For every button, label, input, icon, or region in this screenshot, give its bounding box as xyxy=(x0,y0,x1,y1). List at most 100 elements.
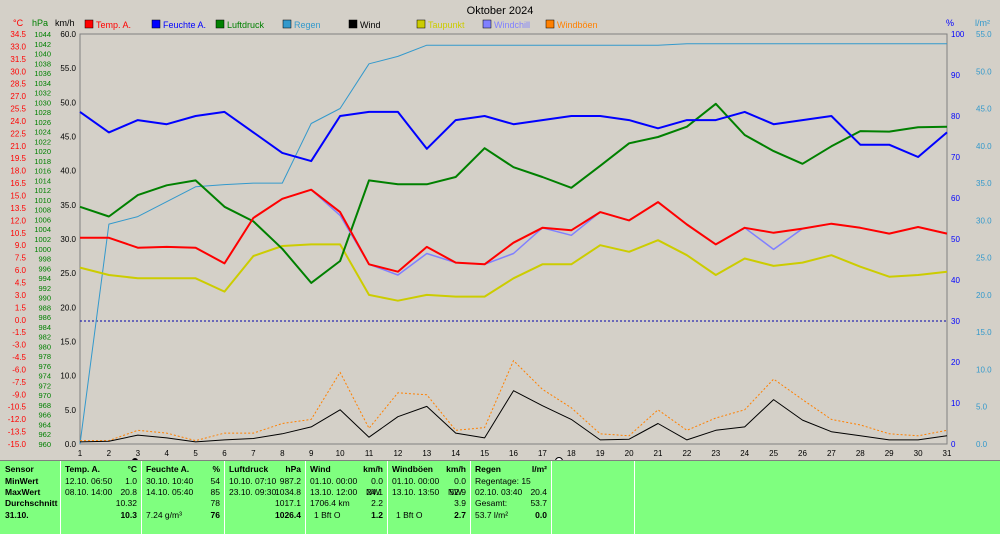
gust-beaufort: 1 Bft O xyxy=(396,510,423,520)
celsius-tick: 15.0 xyxy=(10,192,26,201)
hpa-tick: 1006 xyxy=(34,215,51,224)
temp-column: Temp. A. °C 12.10. 06:50 1.0 08.10. 14:0… xyxy=(61,461,142,534)
hpa-tick: 1044 xyxy=(34,30,51,39)
kmh-tick: 5.0 xyxy=(65,406,77,415)
hpa-tick: 992 xyxy=(38,284,51,293)
x-tick: 5 xyxy=(193,449,198,458)
celsius-tick: 9.0 xyxy=(15,241,27,250)
series-temp-a-line xyxy=(80,188,948,273)
celsius-tick: -10.5 xyxy=(8,403,27,412)
temp-min: 1.0 xyxy=(125,476,137,486)
humidity-current: 76 xyxy=(210,510,220,520)
gust-header: Windböen xyxy=(392,464,433,474)
hpa-tick: 1014 xyxy=(34,176,51,185)
hpa-tick: 1002 xyxy=(34,235,51,244)
celsius-tick: 16.5 xyxy=(10,179,26,188)
unit-lm2: l/m² xyxy=(975,18,990,28)
x-tick: 2 xyxy=(107,449,112,458)
x-tick: 13 xyxy=(422,449,431,458)
kmh-tick: 60.0 xyxy=(60,30,76,39)
x-tick: 19 xyxy=(596,449,605,458)
temp-unit: °C xyxy=(127,464,137,474)
kmh-tick: 30.0 xyxy=(60,235,76,244)
x-tick: 11 xyxy=(365,449,374,458)
series-wind-line xyxy=(79,390,948,443)
pressure-min-time: 10.10. 07:10 xyxy=(229,476,277,486)
x-tick: 7 xyxy=(251,449,256,458)
current-date: 31.10. xyxy=(5,510,29,520)
pressure-header: Luftdruck xyxy=(229,464,269,474)
hpa-tick: 1018 xyxy=(34,157,51,166)
rain-header: Regen xyxy=(475,464,501,474)
hpa-tick: 1004 xyxy=(34,225,51,234)
celsius-tick: -13.5 xyxy=(8,428,27,437)
legend-swatch xyxy=(416,19,426,29)
pressure-min: 987.2 xyxy=(279,476,301,486)
celsius-tick: -7.5 xyxy=(12,378,26,387)
series-lines xyxy=(79,43,948,445)
x-tick: 31 xyxy=(943,449,952,458)
wind-column: Wind km/h 01.10. 00:00 0.0 13.10. 12:00 … xyxy=(306,461,388,534)
chart-title: Oktober 2024 xyxy=(467,5,534,17)
wind-max-direction: NW xyxy=(366,487,381,497)
temp-current: 10.3 xyxy=(120,510,137,520)
new-moon-icon xyxy=(132,458,138,460)
lm2-tick: 5.0 xyxy=(976,403,988,412)
humidity-header: Feuchte A. xyxy=(146,464,190,474)
legend-swatch xyxy=(84,19,94,29)
pressure-max: 1034.8 xyxy=(275,487,301,497)
wind-max-time: 13.10. 12:00 xyxy=(310,487,358,497)
rain-max-time: 02.10. 03:40 xyxy=(475,487,523,497)
legend-swatch xyxy=(282,19,292,29)
temp-header: Temp. A. xyxy=(65,464,100,474)
hpa-tick: 990 xyxy=(38,294,51,303)
unit-celsius: °C xyxy=(13,18,24,28)
legend-label: Temp. A. xyxy=(96,20,131,30)
hpa-tick: 1008 xyxy=(34,206,51,215)
celsius-tick: -4.5 xyxy=(12,353,26,362)
percent-tick: 100 xyxy=(951,30,965,39)
hpa-tick: 976 xyxy=(38,362,51,371)
percent-tick: 0 xyxy=(951,440,956,449)
series-luftdruck-line xyxy=(79,102,948,284)
lm2-tick: 0.0 xyxy=(976,440,988,449)
legend-label: Taupunkt xyxy=(428,20,465,30)
gust-min: 0.0 xyxy=(454,476,466,486)
x-tick: 25 xyxy=(769,449,778,458)
hpa-tick: 1042 xyxy=(34,40,51,49)
lm2-tick: 45.0 xyxy=(976,105,992,114)
temp-max-time: 08.10. 14:00 xyxy=(65,487,113,497)
x-tick: 20 xyxy=(625,449,634,458)
celsius-tick: -3.0 xyxy=(12,341,26,350)
percent-tick: 70 xyxy=(951,153,960,162)
hpa-tick: 998 xyxy=(38,255,51,264)
lm2-tick: 25.0 xyxy=(976,254,992,263)
hpa-tick: 1036 xyxy=(34,69,51,78)
full-moon-icon xyxy=(555,457,563,460)
kmh-tick: 20.0 xyxy=(60,303,76,312)
wind-beaufort: 1 Bft O xyxy=(314,510,341,520)
percent-tick: 40 xyxy=(951,276,960,285)
pressure-unit: hPa xyxy=(285,464,301,474)
x-tick: 6 xyxy=(222,449,227,458)
max-label: MaxWert xyxy=(5,487,41,497)
unit-hpa: hPa xyxy=(32,18,48,28)
hpa-tick: 962 xyxy=(38,430,51,439)
rain-total-label: Gesamt: xyxy=(475,498,508,508)
hpa-tick: 1000 xyxy=(34,245,51,254)
rain-sum: 53.7 l/m² xyxy=(475,510,509,520)
wind-current: 1.2 xyxy=(371,510,383,520)
x-tick: 1 xyxy=(78,449,83,458)
x-tick: 30 xyxy=(914,449,923,458)
kmh-tick: 0.0 xyxy=(65,440,77,449)
hpa-tick: 996 xyxy=(38,264,51,273)
celsius-tick: 3.0 xyxy=(15,291,27,300)
rain-total: 53.7 xyxy=(530,498,547,508)
wind-min-time: 01.10. 00:00 xyxy=(310,476,358,486)
celsius-tick: 31.5 xyxy=(10,55,26,64)
legend-label: Feuchte A. xyxy=(163,20,206,30)
kmh-tick: 50.0 xyxy=(60,98,76,107)
kmh-tick: 55.0 xyxy=(60,64,76,73)
percent-tick: 90 xyxy=(951,71,960,80)
lm2-tick: 35.0 xyxy=(976,179,992,188)
